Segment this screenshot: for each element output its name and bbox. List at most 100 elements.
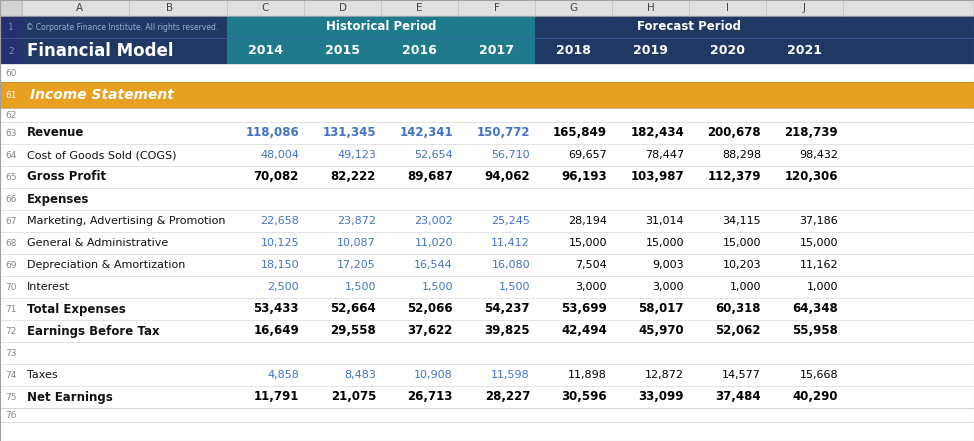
Text: 88,298: 88,298 (722, 150, 761, 160)
Text: 11,898: 11,898 (568, 370, 607, 380)
Text: General & Administrative: General & Administrative (27, 238, 169, 248)
Text: 2021: 2021 (787, 45, 822, 57)
Text: 23,872: 23,872 (337, 216, 376, 226)
Text: 98,432: 98,432 (799, 150, 838, 160)
Text: Net Earnings: Net Earnings (27, 390, 113, 404)
Text: 1,000: 1,000 (806, 282, 838, 292)
Text: 1,500: 1,500 (422, 282, 453, 292)
Text: 2017: 2017 (479, 45, 514, 57)
Text: I: I (726, 3, 729, 13)
Text: 54,237: 54,237 (484, 303, 530, 315)
Text: 94,062: 94,062 (484, 171, 530, 183)
Text: 7,504: 7,504 (576, 260, 607, 270)
Text: 2014: 2014 (248, 45, 283, 57)
Text: 1,500: 1,500 (345, 282, 376, 292)
Text: 150,772: 150,772 (476, 127, 530, 139)
Text: Interest: Interest (27, 282, 70, 292)
Text: 55,958: 55,958 (792, 325, 838, 337)
Text: Historical Period: Historical Period (326, 20, 436, 34)
Text: Taxes: Taxes (27, 370, 57, 380)
Text: 4,858: 4,858 (267, 370, 299, 380)
Text: 16,649: 16,649 (253, 325, 299, 337)
Text: 96,193: 96,193 (561, 171, 607, 183)
Text: 103,987: 103,987 (630, 171, 684, 183)
Text: 11,020: 11,020 (414, 238, 453, 248)
Text: 18,150: 18,150 (260, 260, 299, 270)
Bar (0, 254, 974, 276)
Text: 2: 2 (8, 46, 14, 56)
Text: 12,872: 12,872 (645, 370, 684, 380)
Text: 70,082: 70,082 (253, 171, 299, 183)
Bar (0, 342, 974, 364)
Text: 15,000: 15,000 (569, 238, 607, 248)
Text: 9,003: 9,003 (653, 260, 684, 270)
Text: Income Statement: Income Statement (30, 88, 174, 102)
Text: 76: 76 (5, 411, 17, 419)
Text: 10,203: 10,203 (723, 260, 761, 270)
Text: 120,306: 120,306 (784, 171, 838, 183)
Text: 2,500: 2,500 (268, 282, 299, 292)
Text: 66: 66 (5, 194, 17, 203)
Text: D: D (339, 3, 347, 13)
Text: 3,000: 3,000 (653, 282, 684, 292)
Text: 30,596: 30,596 (561, 390, 607, 404)
Bar (0, 276, 974, 298)
Bar (0, 232, 974, 254)
Text: Depreciation & Amortization: Depreciation & Amortization (27, 260, 185, 270)
Bar (227, 16, 535, 64)
Text: 2018: 2018 (556, 45, 591, 57)
Text: 22,658: 22,658 (260, 216, 299, 226)
Text: A: A (76, 3, 83, 13)
Text: Revenue: Revenue (27, 127, 85, 139)
Bar (0, 298, 974, 320)
Bar (0, 188, 974, 210)
Text: 60,318: 60,318 (716, 303, 761, 315)
Text: 11,598: 11,598 (491, 370, 530, 380)
Text: 82,222: 82,222 (330, 171, 376, 183)
Text: 72: 72 (5, 326, 17, 336)
Text: 218,739: 218,739 (784, 127, 838, 139)
Text: 15,000: 15,000 (800, 238, 838, 248)
Text: 67: 67 (5, 217, 17, 225)
Text: 58,017: 58,017 (639, 303, 684, 315)
Bar (0, 210, 974, 232)
Bar (0, 144, 974, 166)
Text: 60: 60 (5, 68, 17, 78)
Text: 62: 62 (5, 111, 17, 120)
Text: 74: 74 (5, 370, 17, 380)
Text: F: F (494, 3, 500, 13)
Text: 34,115: 34,115 (723, 216, 761, 226)
Text: 182,434: 182,434 (630, 127, 684, 139)
Text: 53,433: 53,433 (253, 303, 299, 315)
Bar (0, 0, 22, 16)
Text: 33,099: 33,099 (639, 390, 684, 404)
Text: Forecast Period: Forecast Period (637, 20, 741, 34)
Text: 11,412: 11,412 (491, 238, 530, 248)
Text: 26,713: 26,713 (408, 390, 453, 404)
Text: 78,447: 78,447 (645, 150, 684, 160)
Text: Total Expenses: Total Expenses (27, 303, 126, 315)
Text: 2019: 2019 (633, 45, 668, 57)
Text: 71: 71 (5, 304, 17, 314)
Text: 42,494: 42,494 (561, 325, 607, 337)
Text: E: E (416, 3, 423, 13)
Text: 61: 61 (5, 90, 17, 100)
Text: 23,002: 23,002 (414, 216, 453, 226)
Text: 112,379: 112,379 (707, 171, 761, 183)
Bar (0, 82, 974, 108)
Text: 65: 65 (5, 172, 17, 182)
Text: © Corporate Finance Institute. All rights reserved.: © Corporate Finance Institute. All right… (26, 22, 218, 31)
Text: 21,075: 21,075 (330, 390, 376, 404)
Text: 69: 69 (5, 261, 17, 269)
Text: 73: 73 (5, 348, 17, 358)
Bar (0, 320, 974, 342)
Text: 131,345: 131,345 (322, 127, 376, 139)
Text: 28,194: 28,194 (568, 216, 607, 226)
Text: 15,000: 15,000 (723, 238, 761, 248)
Text: 142,341: 142,341 (399, 127, 453, 139)
Text: G: G (570, 3, 578, 13)
Text: 37,186: 37,186 (800, 216, 838, 226)
Bar (0, 16, 22, 64)
Text: 48,004: 48,004 (260, 150, 299, 160)
Text: Earnings Before Tax: Earnings Before Tax (27, 325, 160, 337)
